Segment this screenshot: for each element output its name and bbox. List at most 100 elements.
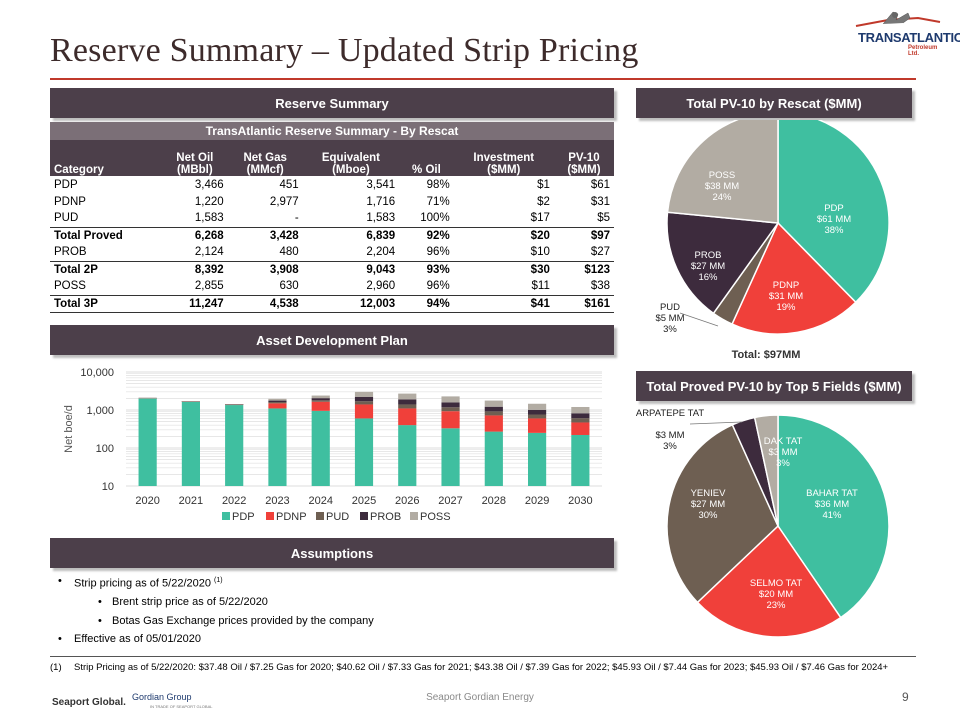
pie-label: 23% xyxy=(766,600,786,611)
x-tick-label: 2024 xyxy=(308,495,332,507)
y-tick-label: 100 xyxy=(96,443,114,455)
bar-segment-poss xyxy=(311,395,330,399)
assumption-subitem: Botas Gas Exchange prices provided by th… xyxy=(58,612,374,631)
pie-label: PUD xyxy=(660,302,680,313)
y-tick-label: 1,000 xyxy=(86,405,114,417)
pie-slice xyxy=(777,120,890,304)
pie-slice xyxy=(696,524,842,638)
logo-subtext: Petroleum Ltd. xyxy=(908,45,938,57)
y-axis-label: Net boe/d xyxy=(63,405,75,453)
table-cell: 3,428 xyxy=(227,226,303,244)
bar-segment-pdnp xyxy=(484,415,503,432)
pie-label: $61 MM xyxy=(817,214,851,225)
assumptions-header: Assumptions xyxy=(50,538,614,568)
table-cell: 1,220 xyxy=(194,195,224,208)
reserve-summary-table: TransAtlantic Reserve Summary - By Resca… xyxy=(50,122,614,313)
table-cell: 94% xyxy=(399,294,454,313)
pie-label: $27 MM xyxy=(691,261,725,272)
pie-label: $5 MM xyxy=(655,313,684,324)
table-cell: 2,124 xyxy=(194,246,224,259)
pie-label: 3% xyxy=(663,324,677,335)
table-cell: Total 3P xyxy=(50,294,162,313)
column-header-line2: Category xyxy=(54,164,104,176)
table-cell: 8,392 xyxy=(161,260,228,278)
bar-segment-pud xyxy=(441,407,460,412)
leader-line xyxy=(679,312,719,327)
bar-segment-pdp xyxy=(484,431,503,486)
bar-segment-pdp xyxy=(441,428,460,486)
asset-development-chart: 10 100 1,000 10,000 Net boe/d 2020 2021 2022 202… xyxy=(63,367,602,523)
pie-label: ARPATEPE TAT xyxy=(636,408,704,419)
pie-label: BAHAR TAT xyxy=(806,488,858,499)
pie-label: 30% xyxy=(698,510,718,521)
table-cell: 3,541 xyxy=(366,178,396,191)
x-tick-label: 2020 xyxy=(135,495,159,507)
table-cell: $1 xyxy=(537,178,550,191)
x-tick-label: 2029 xyxy=(525,495,549,507)
bar-segment-prob xyxy=(354,396,374,402)
bar-segment-poss xyxy=(484,400,503,407)
column-header-line1: Investment xyxy=(473,152,535,164)
footnote-text: Strip Pricing as of 5/22/2020: $37.48 Oi… xyxy=(74,662,889,673)
legend-label: PROB xyxy=(370,511,401,523)
table-cell: 98% xyxy=(426,178,450,191)
bar-segment-poss xyxy=(528,403,547,410)
legend-swatch xyxy=(360,512,368,520)
table-row: Total 2P 8,392 3,908 9,043 93% $30 $123 xyxy=(50,260,614,278)
bar-segment-pud xyxy=(528,414,547,419)
column-header: Equivalent (Mboe) xyxy=(302,140,400,176)
y-tick-label: 10 xyxy=(102,481,114,493)
bar-segment-pdnp xyxy=(354,404,374,419)
table-cell: $161 xyxy=(553,294,614,313)
table-cell: 2,977 xyxy=(269,195,299,208)
bar-segment-pdnp xyxy=(528,418,547,433)
pie-label: DAK TAT xyxy=(764,436,803,447)
table-cell: 100% xyxy=(420,212,450,225)
pie-label: $31 MM xyxy=(769,291,803,302)
table-row: POSS 2,855 630 2,960 96% $11 $38 xyxy=(50,278,614,295)
column-header-line2: (Mboe) xyxy=(332,164,370,176)
table-cell: PROB xyxy=(54,246,87,259)
table-cell: 6,839 xyxy=(302,226,400,244)
table-body: PDP 3,466 451 3,541 98% $1 $61 PDNP 1,220 2,977 1,… xyxy=(50,176,614,313)
table-cell: 11,247 xyxy=(161,294,228,313)
table-cell: 93% xyxy=(399,260,454,278)
pie-label: $3 MM xyxy=(655,430,684,441)
table-cell: $97 xyxy=(553,226,614,244)
column-header-line2: (MBbl) xyxy=(176,164,213,176)
bar-segment-prob xyxy=(441,402,460,408)
bar-segment-poss xyxy=(225,404,244,405)
bar-segment-pdnp xyxy=(398,408,417,426)
column-header-line1: PV-10 xyxy=(568,152,600,164)
column-header: PV-10 ($MM) xyxy=(553,140,614,176)
x-tick-label: 2025 xyxy=(352,495,376,507)
pie-slice xyxy=(753,414,779,527)
column-header-line1: Equivalent xyxy=(321,152,380,164)
table-row: Total 3P 11,247 4,538 12,003 94% $41 $161 xyxy=(50,294,614,313)
pie-slice xyxy=(731,221,857,335)
table-cell: 96% xyxy=(426,280,450,293)
table-cell: PDNP xyxy=(54,195,86,208)
column-header-line2: % Oil xyxy=(412,164,441,176)
legend-swatch xyxy=(222,512,230,520)
x-tick-label: 2022 xyxy=(222,495,246,507)
table-cell: 92% xyxy=(399,226,454,244)
bar-segment-prob xyxy=(484,406,503,412)
table-cell: Total 2P xyxy=(50,260,162,278)
bar-segment-pdp xyxy=(354,418,374,486)
x-tick-label: 2023 xyxy=(265,495,289,507)
table-cell: 480 xyxy=(279,246,299,259)
page-number: 9 xyxy=(902,690,909,704)
column-header-line1: Net Oil xyxy=(176,152,214,164)
table-row: PDNP 1,220 2,977 1,716 71% $2 $31 xyxy=(50,193,614,210)
bar-segment-poss xyxy=(181,400,200,402)
table-cell: $2 xyxy=(537,195,550,208)
bar-segment-pud xyxy=(354,401,374,405)
page-title: Reserve Summary – Updated Strip Pricing xyxy=(50,32,639,69)
footer-center: Seaport Gordian Energy xyxy=(426,692,534,703)
table-cell: $10 xyxy=(530,246,550,259)
pie-label: POSS xyxy=(709,170,735,181)
bar-segment-pdp xyxy=(138,398,157,486)
assumptions-list: Strip pricing as of 5/22/2020 (1) Brent … xyxy=(58,572,374,649)
legend-label: PDNP xyxy=(276,511,307,523)
